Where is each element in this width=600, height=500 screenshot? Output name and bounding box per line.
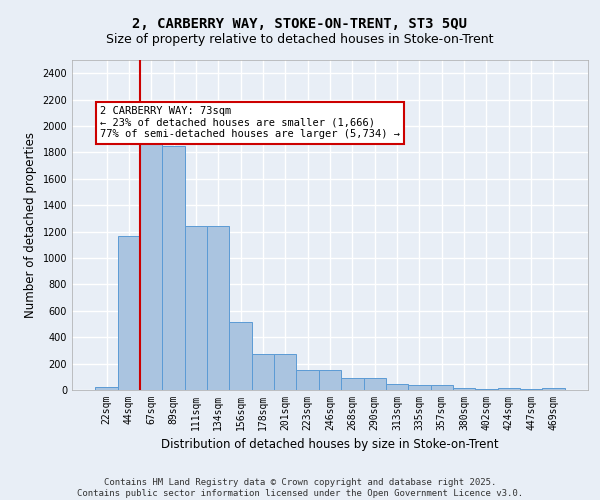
Text: 2 CARBERRY WAY: 73sqm
← 23% of detached houses are smaller (1,666)
77% of semi-d: 2 CARBERRY WAY: 73sqm ← 23% of detached … xyxy=(100,106,400,140)
Bar xyxy=(386,384,408,390)
Bar xyxy=(252,354,274,390)
Bar xyxy=(364,378,386,390)
Bar xyxy=(453,388,475,390)
Bar xyxy=(431,385,453,390)
Text: Contains HM Land Registry data © Crown copyright and database right 2025.
Contai: Contains HM Land Registry data © Crown c… xyxy=(77,478,523,498)
Text: 2, CARBERRY WAY, STOKE-ON-TRENT, ST3 5QU: 2, CARBERRY WAY, STOKE-ON-TRENT, ST3 5QU xyxy=(133,18,467,32)
Bar xyxy=(341,378,364,390)
Bar xyxy=(185,226,207,390)
Bar xyxy=(296,370,319,390)
Bar xyxy=(319,370,341,390)
Bar xyxy=(118,236,140,390)
Text: Size of property relative to detached houses in Stoke-on-Trent: Size of property relative to detached ho… xyxy=(106,32,494,46)
Bar xyxy=(542,388,565,390)
Bar xyxy=(229,322,252,390)
Bar xyxy=(140,130,163,390)
Bar xyxy=(95,386,118,390)
Bar xyxy=(163,146,185,390)
Bar xyxy=(207,226,229,390)
Bar xyxy=(274,354,296,390)
X-axis label: Distribution of detached houses by size in Stoke-on-Trent: Distribution of detached houses by size … xyxy=(161,438,499,452)
Bar xyxy=(408,384,431,390)
Y-axis label: Number of detached properties: Number of detached properties xyxy=(24,132,37,318)
Bar xyxy=(475,388,497,390)
Bar xyxy=(497,388,520,390)
